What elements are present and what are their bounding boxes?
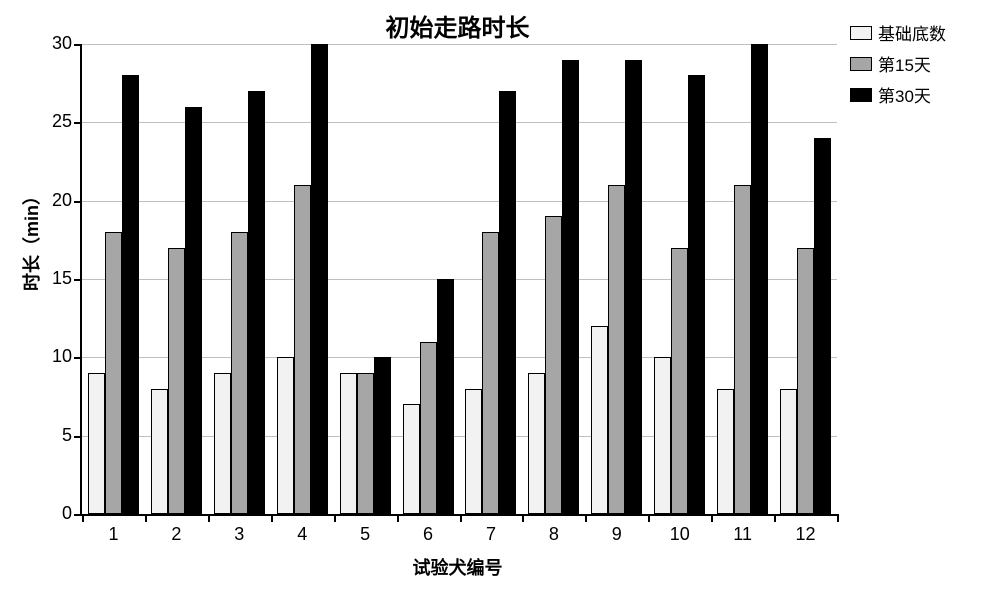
x-tick-label: 6 (397, 524, 460, 545)
legend-item: 基础底数 (850, 20, 946, 45)
legend-swatch (850, 26, 872, 40)
y-tick (74, 436, 82, 438)
bar (231, 232, 248, 514)
y-axis-label: 时长（min） (18, 139, 44, 339)
x-tick (522, 514, 524, 522)
y-tick (74, 279, 82, 281)
y-tick-label: 20 (32, 190, 72, 211)
bar (311, 44, 328, 514)
x-tick (82, 514, 84, 522)
x-tick (837, 514, 839, 522)
plot-area: 051015202530123456789101112 (80, 44, 837, 516)
y-tick (74, 122, 82, 124)
x-tick-label: 8 (522, 524, 585, 545)
y-tick-label: 15 (32, 268, 72, 289)
bar (340, 373, 357, 514)
bar (814, 138, 831, 514)
y-tick (74, 357, 82, 359)
chart-title: 初始走路时长 (80, 8, 835, 43)
x-tick-label: 12 (774, 524, 837, 545)
bar (797, 248, 814, 514)
chart-container: 初始走路时长 时长（min） 试验犬编号 0510152025301234567… (0, 0, 1000, 602)
x-tick (208, 514, 210, 522)
x-axis-label: 试验犬编号 (80, 554, 835, 580)
bar (437, 279, 454, 514)
legend: 基础底数第15天第30天 (850, 20, 946, 113)
legend-item: 第30天 (850, 82, 946, 107)
bar (277, 357, 294, 514)
x-tick (774, 514, 776, 522)
y-tick (74, 201, 82, 203)
bar (374, 357, 391, 514)
x-tick-label: 1 (82, 524, 145, 545)
x-tick-label: 9 (585, 524, 648, 545)
bar (357, 373, 374, 514)
bar (591, 326, 608, 514)
x-tick (648, 514, 650, 522)
legend-label: 基础底数 (878, 20, 946, 45)
y-tick-label: 30 (32, 33, 72, 54)
legend-label: 第15天 (878, 51, 931, 76)
x-tick (145, 514, 147, 522)
bar (294, 185, 311, 514)
legend-item: 第15天 (850, 51, 946, 76)
bar (151, 389, 168, 514)
x-tick (271, 514, 273, 522)
bar (671, 248, 688, 514)
gridline (82, 44, 837, 45)
legend-label: 第30天 (878, 82, 931, 107)
y-tick-label: 25 (32, 111, 72, 132)
bar (403, 404, 420, 514)
x-tick-label: 7 (460, 524, 523, 545)
x-tick (585, 514, 587, 522)
y-tick-label: 0 (32, 503, 72, 524)
bar (688, 75, 705, 514)
legend-swatch (850, 57, 872, 71)
bar (528, 373, 545, 514)
y-tick-label: 5 (32, 425, 72, 446)
x-tick-label: 4 (271, 524, 334, 545)
bar (608, 185, 625, 514)
bar (482, 232, 499, 514)
y-tick (74, 514, 82, 516)
y-tick-label: 10 (32, 346, 72, 367)
bar (717, 389, 734, 514)
bar (248, 91, 265, 514)
bar (122, 75, 139, 514)
y-tick (74, 44, 82, 46)
x-tick (460, 514, 462, 522)
x-tick (397, 514, 399, 522)
bar (625, 60, 642, 514)
legend-swatch (850, 88, 872, 102)
bar (465, 389, 482, 514)
bar (751, 44, 768, 514)
bar (168, 248, 185, 514)
bar (185, 107, 202, 514)
x-tick-label: 10 (648, 524, 711, 545)
bar (780, 389, 797, 514)
bar (420, 342, 437, 514)
x-tick (711, 514, 713, 522)
bar (734, 185, 751, 514)
bar (562, 60, 579, 514)
bar (88, 373, 105, 514)
bar (105, 232, 122, 514)
bar (545, 216, 562, 514)
x-tick-label: 2 (145, 524, 208, 545)
x-tick-label: 5 (334, 524, 397, 545)
bar (214, 373, 231, 514)
bar (499, 91, 516, 514)
bar (654, 357, 671, 514)
x-tick-label: 3 (208, 524, 271, 545)
x-tick-label: 11 (711, 524, 774, 545)
x-tick (334, 514, 336, 522)
